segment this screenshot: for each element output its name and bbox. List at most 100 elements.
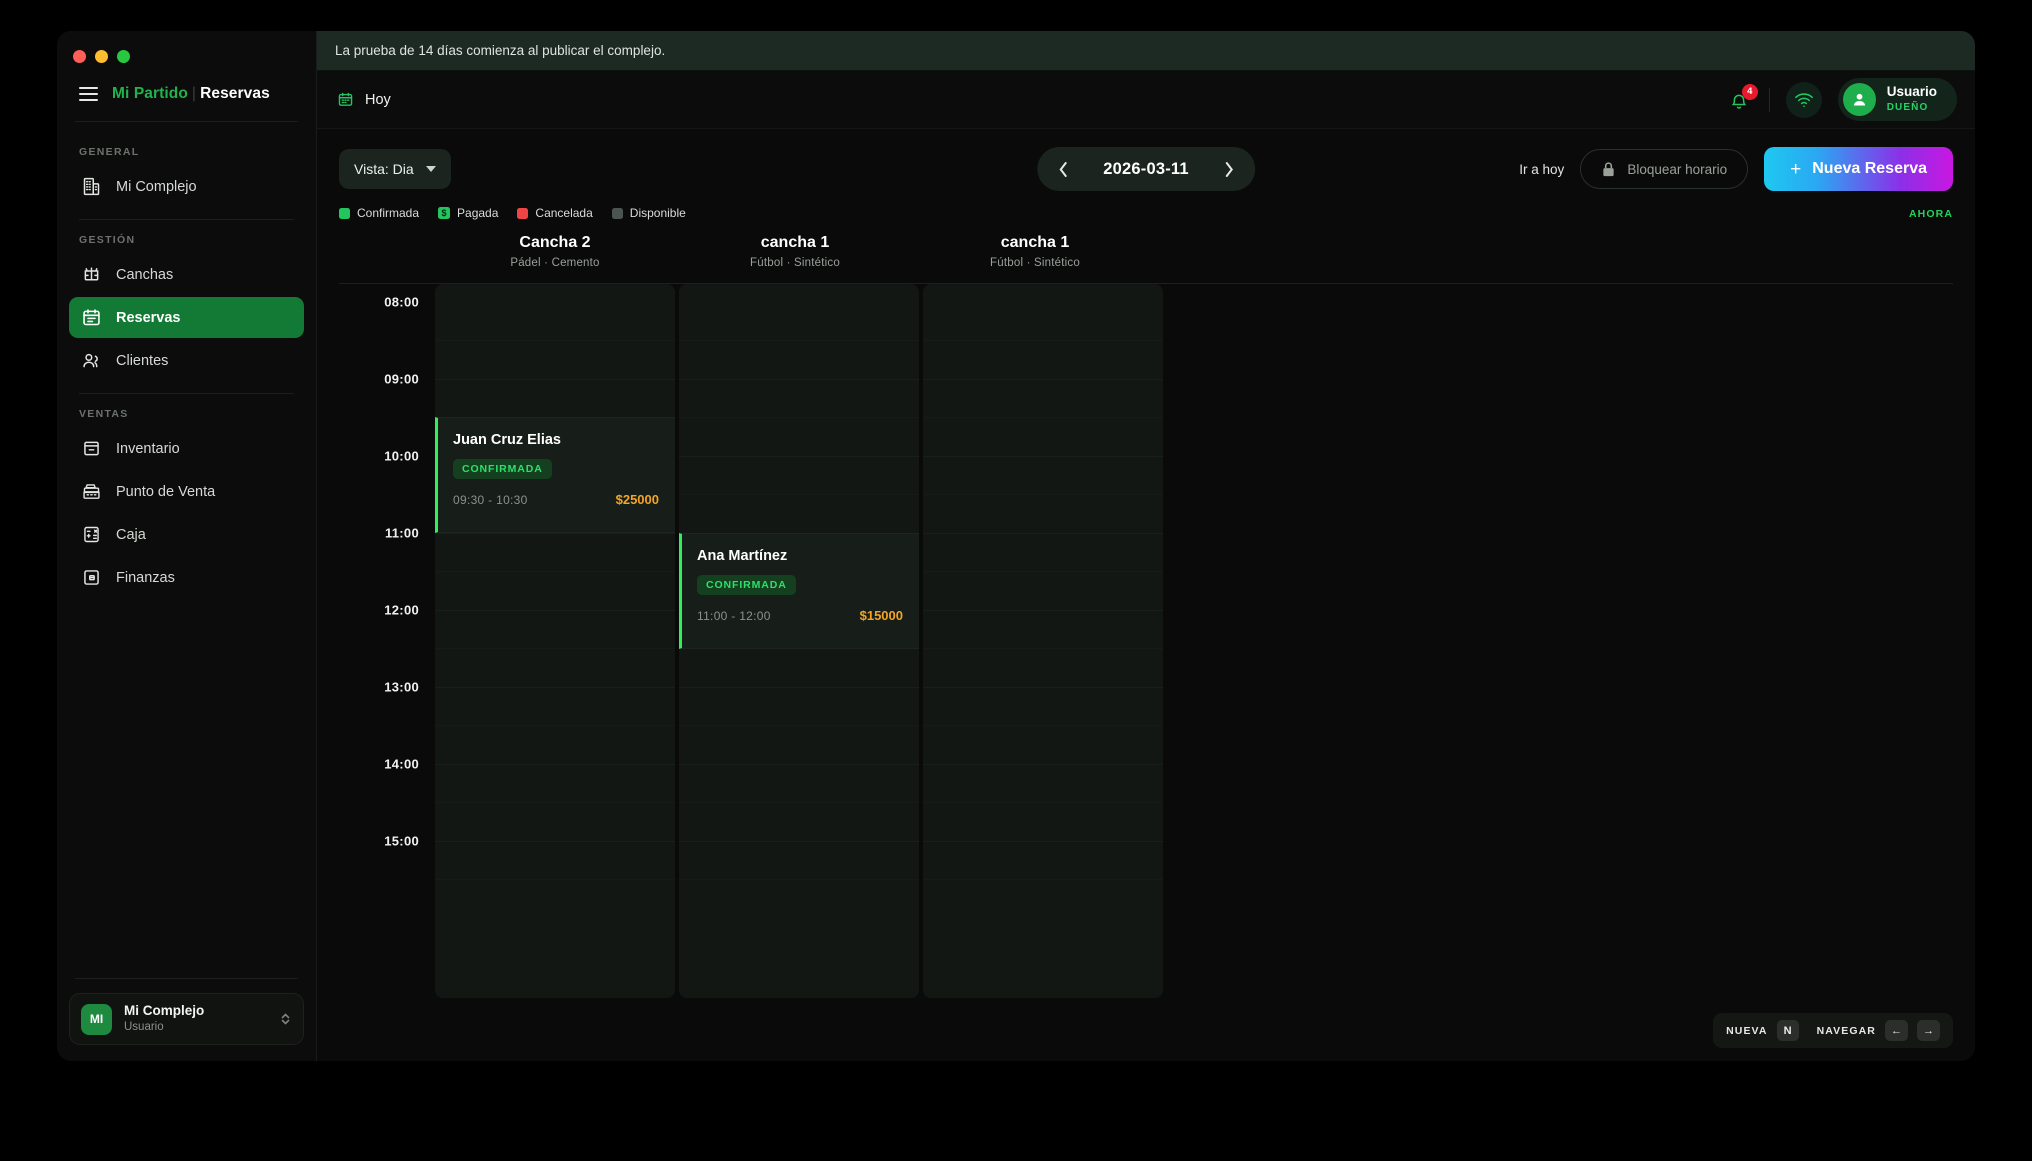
toolbar-actions: Ir a hoy Bloquear horario + Nueva Reserv… <box>1519 147 1953 191</box>
hint-navegar: NAVEGAR ← → <box>1817 1020 1940 1041</box>
court-meta: Pádel · Cemento <box>510 257 600 269</box>
minimize-window-button[interactable] <box>95 49 108 63</box>
calendar-body: 08:00 09:00 10:00 11:00 12:00 13:00 14:0… <box>339 284 1953 998</box>
trial-banner: La prueba de 14 días comienza al publica… <box>317 31 1975 71</box>
main-content: La prueba de 14 días comienza al publica… <box>317 31 1975 1061</box>
booking-price: $25000 <box>615 492 659 507</box>
court-column-header[interactable]: Cancha 2 Pádel · Cemento <box>435 234 675 269</box>
finance-icon <box>81 567 102 588</box>
calendar-icon <box>337 91 354 108</box>
hamburger-menu-icon[interactable] <box>79 87 98 101</box>
sidebar-item-caja[interactable]: Caja <box>69 514 304 555</box>
user-name: Usuario <box>1886 84 1937 100</box>
avatar: MI <box>81 1003 112 1035</box>
legend-item-disponible: Disponible <box>611 206 686 220</box>
sidebar-item-label: Clientes <box>116 352 169 369</box>
sidebar: Mi Partido | Reservas GENERAL Mi Complejo … <box>57 31 317 1061</box>
status-swatch <box>517 207 529 219</box>
view-select[interactable]: Vista: Dia <box>339 149 451 189</box>
time-label: 08:00 <box>384 294 419 310</box>
status-badge: CONFIRMADA <box>697 575 796 595</box>
nav-group-label-ventas: VENTAS <box>79 408 129 420</box>
key-cap-left[interactable]: ← <box>1885 1020 1908 1041</box>
sidebar-divider <box>79 219 294 220</box>
status-legend: Confirmada $ Pagada Cancelada Disponible… <box>339 206 1953 220</box>
wifi-status-button[interactable] <box>1785 81 1822 118</box>
sidebar-divider <box>75 978 298 980</box>
booking-card[interactable]: Juan Cruz Elias CONFIRMADA 09:30 - 10:30… <box>435 417 675 533</box>
sidebar-item-label: Inventario <box>116 440 180 457</box>
booking-card[interactable]: Ana Martínez CONFIRMADA 11:00 - 12:00 $1… <box>679 533 919 649</box>
sidebar-item-clientes[interactable]: Clientes <box>69 340 304 381</box>
hint-nueva: NUEVA N <box>1726 1020 1799 1041</box>
court-column[interactable]: Juan Cruz Elias CONFIRMADA 09:30 - 10:30… <box>435 284 675 998</box>
sidebar-item-label: Punto de Venta <box>116 483 216 500</box>
key-cap-right[interactable]: → <box>1917 1020 1940 1041</box>
avatar <box>1842 83 1876 116</box>
workspace-name: Mi Complejo <box>124 1003 205 1019</box>
block-schedule-button[interactable]: Bloquear horario <box>1580 149 1749 189</box>
notification-badge: 4 <box>1741 83 1758 100</box>
new-booking-label: Nueva Reserva <box>1812 160 1927 177</box>
time-label: 09:00 <box>384 371 419 387</box>
sidebar-item-reservas[interactable]: Reservas <box>69 297 304 338</box>
time-gutter-header <box>339 234 435 269</box>
topbar: Hoy 4 <box>317 71 1975 129</box>
user-role: DUEÑO <box>1886 101 1929 113</box>
court-column-header[interactable]: cancha 1 Fútbol · Sintético <box>675 234 915 269</box>
view-select-label: Vista: Dia <box>354 161 414 177</box>
status-badge: CONFIRMADA <box>453 459 552 479</box>
box-icon <box>81 438 102 459</box>
court-column[interactable]: Ana Martínez CONFIRMADA 11:00 - 12:00 $1… <box>679 284 919 998</box>
breadcrumb-section: Reservas <box>200 85 270 102</box>
legend-item-confirmada: Confirmada <box>339 206 419 220</box>
user-menu-button[interactable]: Usuario DUEÑO <box>1837 78 1957 121</box>
court-name: Cancha 2 <box>519 234 591 251</box>
workspace-role: Usuario <box>124 1021 164 1034</box>
next-day-button[interactable] <box>1213 153 1245 185</box>
calculator-icon <box>81 524 102 545</box>
booking-time-range: 11:00 - 12:00 <box>697 608 771 623</box>
court-column-header[interactable]: cancha 1 Fútbol · Sintético <box>915 234 1155 269</box>
time-label: 12:00 <box>384 602 419 618</box>
court-column[interactable] <box>923 284 1163 998</box>
user-icon <box>1853 93 1865 106</box>
status-swatch <box>611 207 623 219</box>
today-label: Hoy <box>365 91 391 108</box>
nav-group-label-general: GENERAL <box>79 146 140 158</box>
lock-icon <box>1603 161 1614 176</box>
building-icon <box>81 176 102 197</box>
key-cap[interactable]: N <box>1776 1020 1799 1041</box>
sidebar-item-canchas[interactable]: Canchas <box>69 254 304 295</box>
today-indicator[interactable]: Hoy <box>337 91 391 108</box>
go-to-today-button[interactable]: Ir a hoy <box>1519 161 1565 177</box>
keyboard-hints: NUEVA N NAVEGAR ← → <box>1713 1013 1953 1048</box>
app-window: Mi Partido | Reservas GENERAL Mi Complejo … <box>57 31 1975 1061</box>
money-icon: $ <box>438 207 451 219</box>
workspace-switcher[interactable]: MI Mi Complejo Usuario <box>69 993 304 1045</box>
time-label: 15:00 <box>384 833 419 849</box>
prev-day-button[interactable] <box>1047 153 1079 185</box>
booking-time-range: 09:30 - 10:30 <box>453 492 528 507</box>
calendar-grid: Juan Cruz Elias CONFIRMADA 09:30 - 10:30… <box>435 284 1167 998</box>
sidebar-item-finanzas[interactable]: Finanzas <box>69 557 304 598</box>
window-traffic-lights <box>57 31 316 67</box>
sidebar-item-inventario[interactable]: Inventario <box>69 428 304 469</box>
booking-client-name: Ana Martínez <box>697 548 788 564</box>
sidebar-item-mi-complejo[interactable]: Mi Complejo <box>69 166 304 207</box>
legend-item-cancelada: Cancelada <box>517 206 593 220</box>
plus-icon: + <box>1790 158 1802 180</box>
chevron-left-icon <box>1058 161 1067 177</box>
brand-name: Mi Partido <box>112 85 188 102</box>
legend-label: Pagada <box>457 206 499 220</box>
close-window-button[interactable] <box>73 49 86 63</box>
notifications-button[interactable]: 4 <box>1727 83 1758 113</box>
maximize-window-button[interactable] <box>117 49 130 63</box>
sidebar-item-punto-de-venta[interactable]: Punto de Venta <box>69 471 304 512</box>
new-booking-button[interactable]: + Nueva Reserva <box>1764 147 1953 191</box>
legend-label: Cancelada <box>535 206 593 220</box>
time-label: 10:00 <box>384 448 419 464</box>
calendar-header-divider <box>339 283 1953 284</box>
calendar-icon <box>81 307 102 328</box>
calendar-toolbar: Vista: Dia 2026-03-11 Ir a hoy <box>317 129 1975 220</box>
